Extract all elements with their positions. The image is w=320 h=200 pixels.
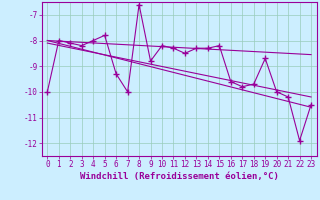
X-axis label: Windchill (Refroidissement éolien,°C): Windchill (Refroidissement éolien,°C) bbox=[80, 172, 279, 181]
